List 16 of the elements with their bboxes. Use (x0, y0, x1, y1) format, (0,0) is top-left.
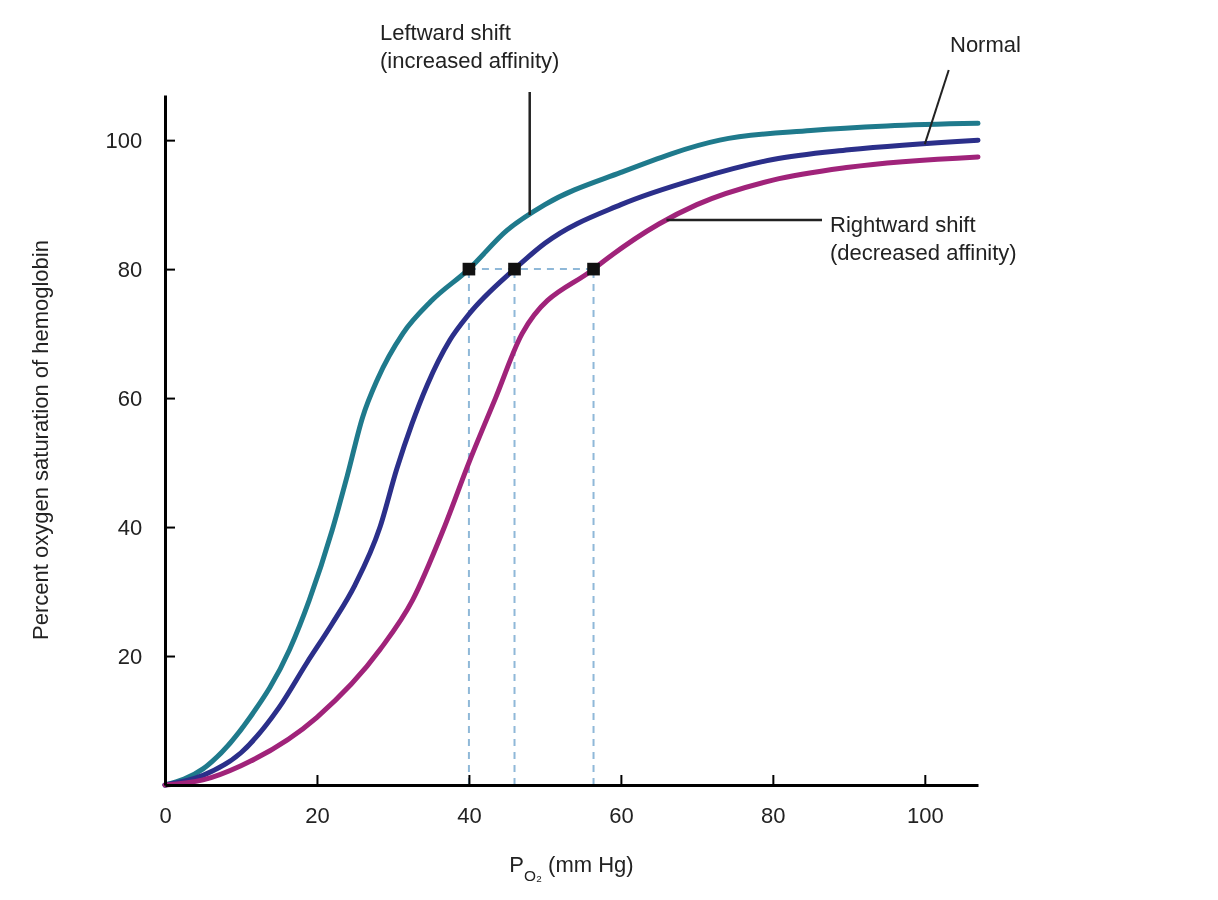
y-tick-label: 20 (117, 643, 143, 669)
x-tick-label: 80 (761, 803, 786, 829)
x-axis-title: P$_{O₂}$ (mm Hg) (509, 852, 634, 884)
x-tick-label: 60 (609, 803, 634, 829)
x-tick-label: 0 (159, 803, 172, 829)
y-tick-label: 60 (117, 385, 143, 411)
x-tick-label: 20 (305, 803, 330, 829)
text: Normal (950, 32, 1021, 57)
x-tick-label: 40 (457, 803, 482, 829)
y-axis-title: Percent oxygen saturation of hemoglobin (28, 240, 53, 640)
y-tick-label: 40 (117, 514, 143, 540)
y-tick-label: 80 (117, 256, 143, 282)
x-tick-label: 100 (906, 803, 944, 829)
y-tick-label: 100 (105, 127, 143, 153)
text: Leftward shift (increased affinity) (380, 20, 560, 73)
series-label: Rightward shift (decreased affinity) (830, 212, 1017, 265)
